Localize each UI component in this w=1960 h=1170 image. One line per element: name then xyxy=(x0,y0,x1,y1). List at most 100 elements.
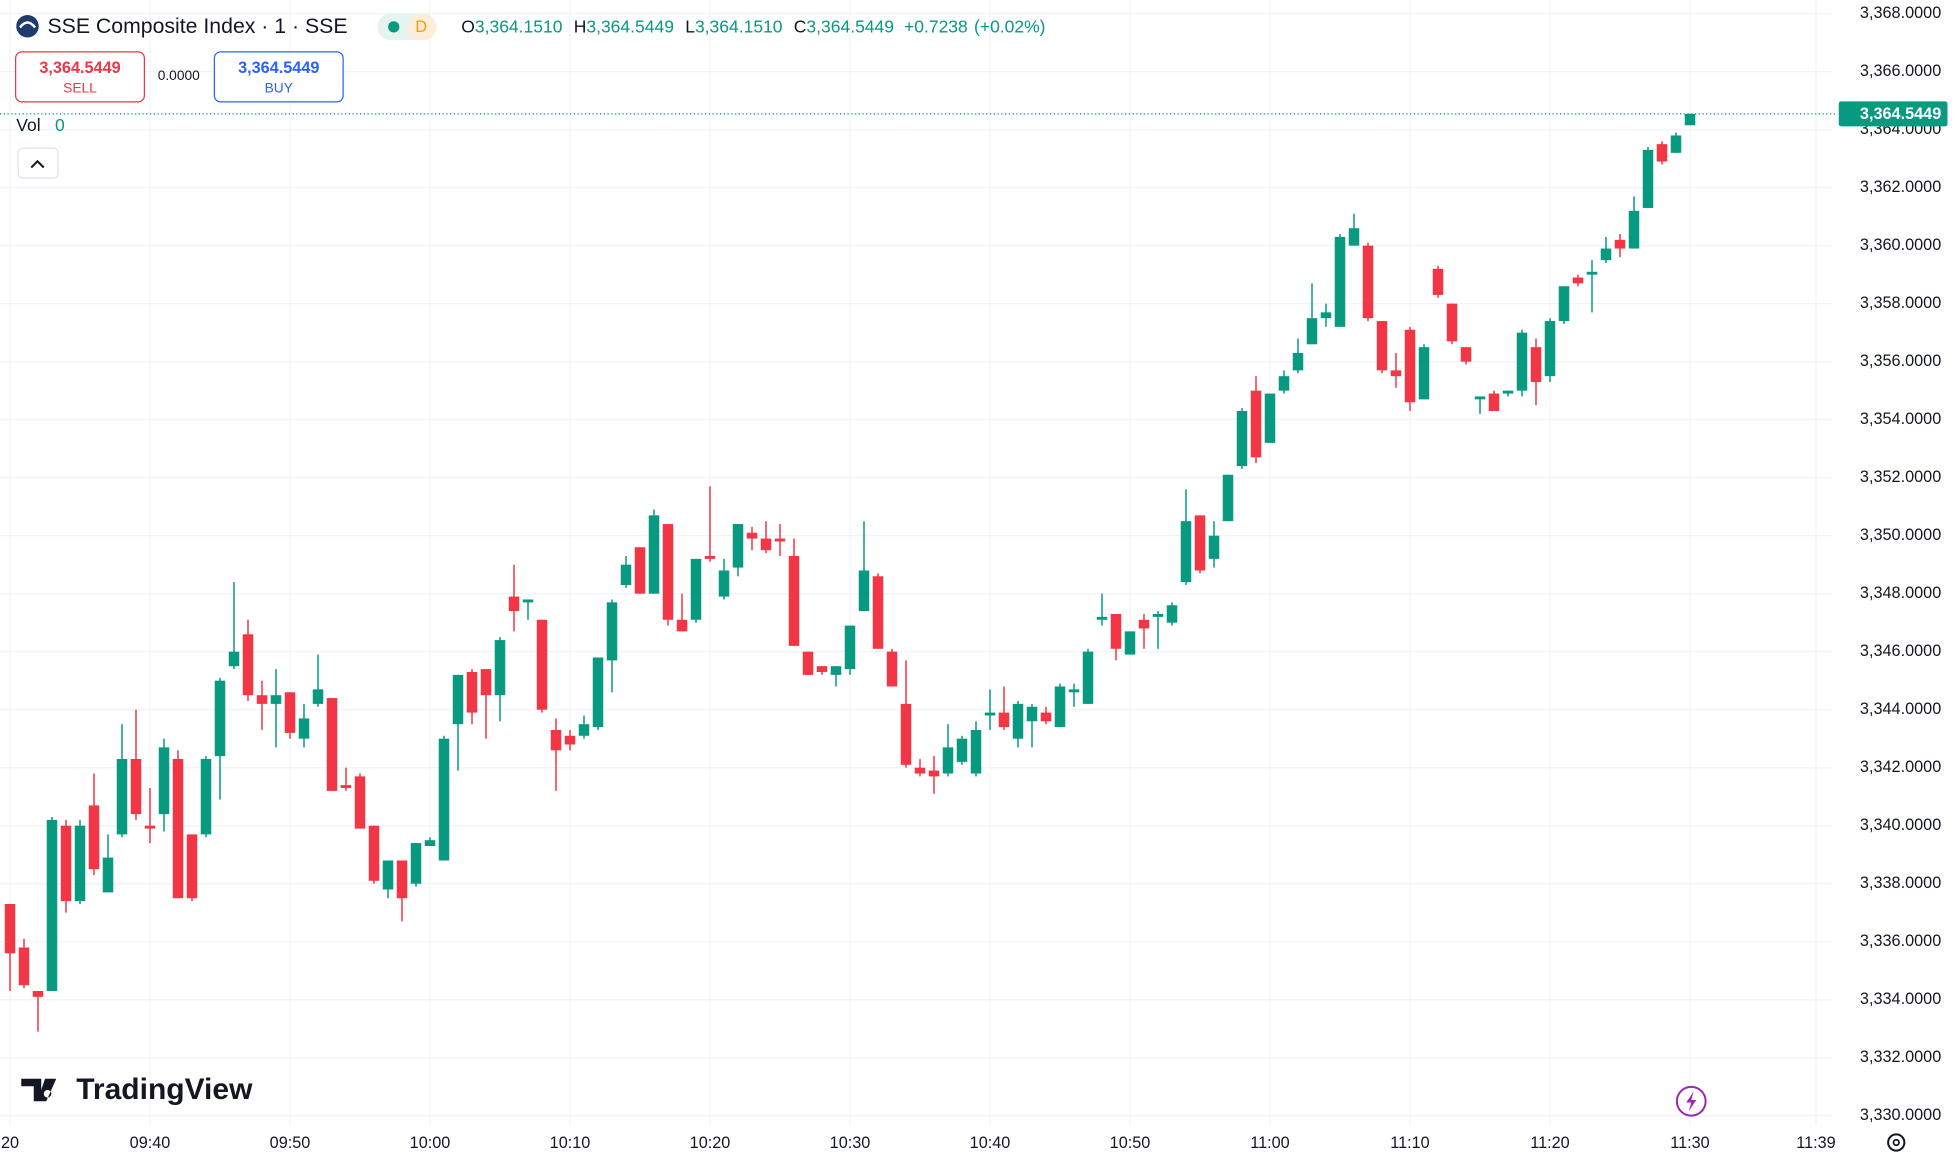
candle-body xyxy=(564,735,576,745)
candle-body xyxy=(60,825,72,902)
candle-body xyxy=(788,555,800,646)
candle-body xyxy=(508,596,520,612)
candle-body xyxy=(1670,135,1682,153)
candle-body xyxy=(1026,706,1038,722)
y-tick-label: 3,340.0000 xyxy=(1860,816,1941,834)
candle-body xyxy=(1390,370,1402,377)
candle-body xyxy=(1068,689,1080,693)
candle-body xyxy=(1600,248,1612,261)
candle-body xyxy=(214,680,226,757)
y-tick-label: 3,344.0000 xyxy=(1860,700,1941,718)
candle-body xyxy=(872,576,884,649)
candle-body xyxy=(984,712,996,716)
change-percent: (+0.02%) xyxy=(974,16,1046,36)
candle-body xyxy=(1208,535,1220,559)
buy-label: BUY xyxy=(265,80,293,95)
ohlc-key: C xyxy=(794,16,807,36)
candle-body xyxy=(32,991,44,997)
ohlc-value: 3,364.1510 xyxy=(695,16,783,36)
sell-button[interactable] xyxy=(15,51,145,103)
candle-body xyxy=(1544,321,1556,377)
y-tick-label: 3,348.0000 xyxy=(1860,584,1941,602)
symbol-title[interactable]: SSE Composite Index · 1 · SSE xyxy=(48,14,348,38)
candle-body xyxy=(1334,236,1346,327)
last-price-tag xyxy=(1838,101,1948,127)
settings-icon[interactable] xyxy=(1887,1133,1906,1152)
badge-text: D xyxy=(415,18,427,36)
spread: 0.0000 xyxy=(158,68,200,83)
candle-body xyxy=(746,532,758,539)
candle-body xyxy=(704,555,716,559)
candle-body xyxy=(256,695,268,704)
x-tick-label: 11:30 xyxy=(1670,1134,1709,1152)
candle-body xyxy=(1586,271,1598,275)
candle-body xyxy=(368,825,380,881)
buy-button[interactable] xyxy=(213,51,344,103)
candle-body xyxy=(1180,521,1192,583)
candle-body xyxy=(424,840,436,846)
x-tick-label: 09:50 xyxy=(270,1134,311,1152)
x-tick-label: 10:50 xyxy=(1110,1134,1151,1152)
candle-body xyxy=(620,564,632,585)
x-tick-label: 11:10 xyxy=(1390,1134,1429,1152)
x-tick-label: 20 xyxy=(1,1134,19,1152)
x-tick-label: 10:30 xyxy=(830,1134,871,1152)
candle-body xyxy=(46,819,58,992)
candle-body xyxy=(312,689,324,704)
candle-body xyxy=(200,758,212,835)
candle-body xyxy=(844,625,856,670)
candle-body xyxy=(900,703,912,765)
candle-body xyxy=(1054,686,1066,728)
candle-body xyxy=(242,634,254,696)
y-tick-label: 3,334.0000 xyxy=(1860,990,1941,1008)
change: +0.7238 xyxy=(904,16,968,36)
candle-body xyxy=(466,671,478,713)
candle-body xyxy=(522,599,534,603)
candle-body xyxy=(914,767,926,774)
candle-body xyxy=(1642,149,1654,208)
candle-body xyxy=(144,825,156,829)
candle-body xyxy=(578,724,590,736)
candle-body xyxy=(1236,410,1248,467)
candle-body xyxy=(858,570,870,612)
candle-body xyxy=(4,904,16,954)
y-tick-label: 3,350.0000 xyxy=(1860,526,1941,544)
candle-body xyxy=(1460,347,1472,362)
candle-body xyxy=(1306,318,1318,345)
candle-body xyxy=(480,669,492,696)
candle-body xyxy=(1166,605,1178,623)
sell-price: 3,364.5449 xyxy=(39,59,120,77)
candle-body xyxy=(158,747,170,815)
candle-body xyxy=(1530,347,1542,382)
settings-icon-core xyxy=(1892,1138,1900,1147)
candle-body xyxy=(1628,210,1640,249)
candle-body xyxy=(270,695,282,704)
candle-body xyxy=(760,538,772,551)
ohlc-key: O xyxy=(461,16,475,36)
candle-body xyxy=(228,651,240,667)
candle-body xyxy=(1418,347,1430,400)
candle-body xyxy=(1404,329,1416,403)
y-tick-label: 3,332.0000 xyxy=(1860,1048,1941,1066)
candle-body xyxy=(942,747,954,774)
buy-price: 3,364.5449 xyxy=(238,59,319,77)
candle-body xyxy=(816,666,828,672)
candle-body xyxy=(1250,390,1262,458)
candle-body xyxy=(452,674,464,725)
last-price-label: 3,364.5449 xyxy=(1860,105,1941,123)
candle-body xyxy=(1040,712,1052,722)
candle-body xyxy=(830,666,842,675)
sell-label: SELL xyxy=(63,80,97,95)
candle-body xyxy=(1264,393,1276,443)
y-tick-label: 3,358.0000 xyxy=(1860,294,1941,312)
x-tick-label: 11:20 xyxy=(1530,1134,1569,1152)
candle-body xyxy=(928,770,940,777)
x-tick-label: 11:39 xyxy=(1796,1134,1835,1152)
candle-body xyxy=(130,758,142,815)
y-tick-label: 3,366.0000 xyxy=(1860,62,1941,80)
candle-body xyxy=(886,651,898,687)
candle-body xyxy=(1012,703,1024,739)
y-tick-label: 3,356.0000 xyxy=(1860,352,1941,370)
candle-body xyxy=(1432,268,1444,295)
candle-body xyxy=(1096,616,1108,620)
